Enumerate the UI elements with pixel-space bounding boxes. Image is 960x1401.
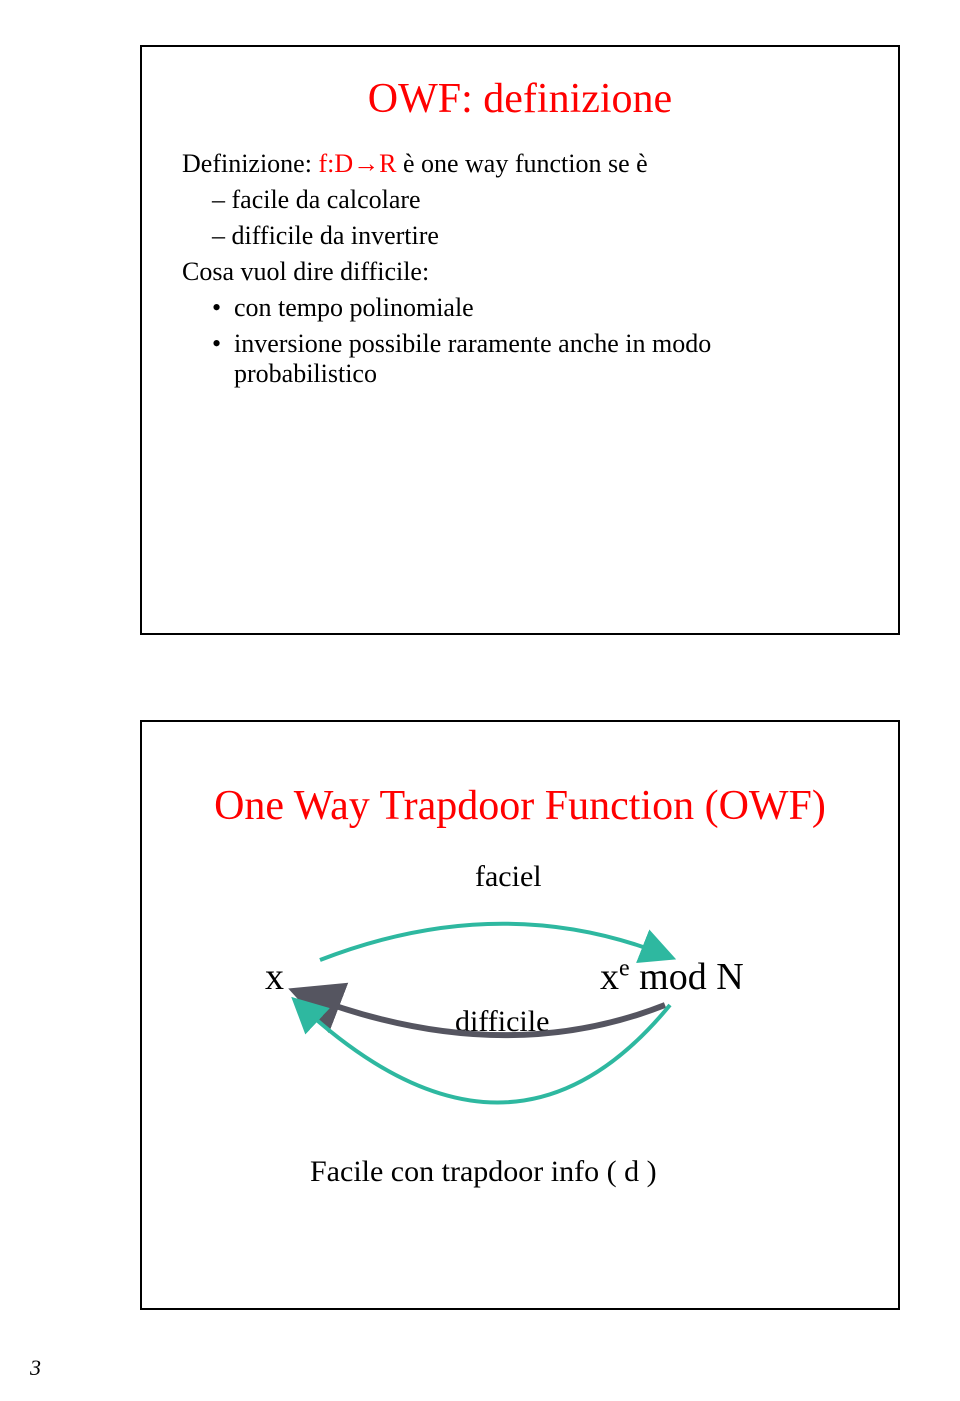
arrow-easy — [320, 924, 665, 960]
diagram-svg — [220, 860, 820, 1180]
trapdoor-diagram: faciel x xe mod N difficile Facile con t… — [220, 860, 820, 1180]
dot-bullet-1-text: con tempo polinomiale — [234, 293, 474, 323]
page-number: 3 — [30, 1355, 41, 1381]
dot-bullet-2: • inversione possibile raramente anche i… — [212, 329, 858, 389]
dot-bullet-1: • con tempo polinomiale — [212, 293, 858, 323]
definition-line: Definizione: f:D→R è one way function se… — [182, 149, 858, 179]
slide-trapdoor: One Way Trapdoor Function (OWF) faciel x… — [140, 720, 900, 1310]
dash-bullet-2: – difficile da invertire — [212, 221, 858, 251]
arrow-hard — [305, 995, 665, 1035]
slide2-title: One Way Trapdoor Function (OWF) — [182, 782, 858, 830]
def-suffix: è one way function se è — [403, 149, 648, 178]
def-prefix: Definizione: — [182, 149, 312, 178]
slide-definition: OWF: definizione Definizione: f:D→R è on… — [140, 45, 900, 635]
dash-bullet-1: – facile da calcolare — [212, 185, 858, 215]
slide1-title: OWF: definizione — [182, 75, 858, 123]
def-formula: f:D→R — [318, 149, 396, 178]
cosa-line: Cosa vuol dire difficile: — [182, 257, 858, 287]
bullet-icon: • — [212, 293, 234, 323]
bullet-icon: • — [212, 329, 234, 359]
dot-bullet-2-text: inversione possibile raramente anche in … — [234, 329, 858, 389]
